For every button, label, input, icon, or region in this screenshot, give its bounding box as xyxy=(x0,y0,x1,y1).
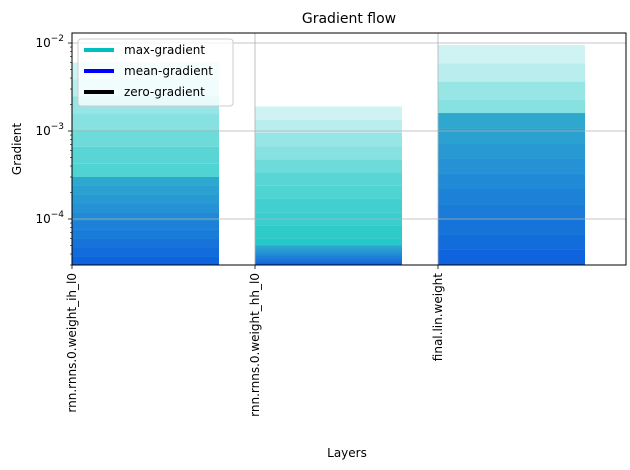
y-tick-label: 10−2 xyxy=(35,34,64,50)
bar-mean-1-band xyxy=(255,247,402,250)
bar-mean-1-band xyxy=(255,263,402,265)
bar-max-1-band xyxy=(255,225,402,239)
bar-mean-2-band xyxy=(438,158,585,174)
chart-title: Gradient flow xyxy=(302,11,396,27)
legend-label-max-gradient: max-gradient xyxy=(124,43,205,57)
bar-max-0-band xyxy=(72,146,219,164)
bar-mean-2-band xyxy=(438,143,585,159)
bar-mean-1-band xyxy=(255,257,402,260)
bar-mean-0-band xyxy=(72,185,219,195)
x-tick-label: rnn.rnns.0.weight_ih_l0 xyxy=(65,273,79,413)
bar-mean-0-band xyxy=(72,238,219,248)
legend: max-gradient mean-gradient zero-gradient xyxy=(77,38,234,107)
y-tick-label: 10−3 xyxy=(35,122,64,138)
bar-max-1-band xyxy=(255,172,402,186)
bar-max-1-band xyxy=(255,146,402,160)
bar-mean-2-band xyxy=(438,113,585,129)
bar-mean-1-band xyxy=(255,255,402,258)
plot-frame xyxy=(71,32,627,266)
bar-max-0-band xyxy=(72,113,219,131)
bar-mean-0-band xyxy=(72,229,219,239)
bar-mean-0-band xyxy=(72,212,219,222)
bar-mean-0-band xyxy=(72,194,219,204)
bar-mean-2-band xyxy=(438,189,585,205)
bar-mean-1-band xyxy=(255,245,402,248)
bar-mean-0-band xyxy=(72,256,219,265)
bar-max-1-band xyxy=(255,159,402,173)
bar-max-1-band xyxy=(255,132,402,147)
bar-mean-0-band xyxy=(72,177,219,186)
bar-mean-1-band xyxy=(255,251,402,254)
bar-mean-1-band xyxy=(255,261,402,264)
bar-mean-1-band xyxy=(255,259,402,262)
bars-layer xyxy=(72,44,585,265)
y-axis-title: Gradient xyxy=(10,123,24,176)
bar-max-2-band xyxy=(438,81,585,100)
bar-mean-1-band xyxy=(255,253,402,256)
bar-max-1-band xyxy=(255,106,402,120)
bar-max-1-band xyxy=(255,119,402,133)
legend-label-mean-gradient: mean-gradient xyxy=(124,64,213,78)
bar-mean-0-band xyxy=(72,221,219,230)
legend-label-zero-gradient: zero-gradient xyxy=(124,85,205,99)
bar-max-1-band xyxy=(255,198,402,213)
bar-max-0-band xyxy=(72,130,219,147)
x-tick-label: final.lin.weight xyxy=(431,273,445,362)
bar-mean-2-band xyxy=(438,204,585,220)
x-tick-label: rnn.rnns.0.weight_hh_l0 xyxy=(248,273,262,417)
bar-mean-1-band xyxy=(255,249,402,252)
legend-box xyxy=(77,38,234,107)
x-axis-title: Layers xyxy=(327,446,367,460)
bar-max-0-band xyxy=(72,163,219,181)
bar-mean-0-band xyxy=(72,203,219,213)
bar-max-1-band xyxy=(255,185,402,199)
y-axis: 10−2 10−3 10−4 xyxy=(35,34,72,266)
bar-mean-0-band xyxy=(72,247,219,257)
bar-mean-2-band xyxy=(438,128,585,144)
x-axis: rnn.rnns.0.weight_ih_l0 rnn.rnns.0.weight… xyxy=(65,265,445,417)
y-tick-label: 10−4 xyxy=(35,210,64,226)
bar-mean-2-band xyxy=(438,219,585,235)
bar-mean-2-band xyxy=(438,249,585,265)
bar-max-2-band xyxy=(438,44,585,64)
bar-mean-2-band xyxy=(438,173,585,190)
bar-max-2-band xyxy=(438,63,585,82)
bar-mean-2-band xyxy=(438,234,585,250)
